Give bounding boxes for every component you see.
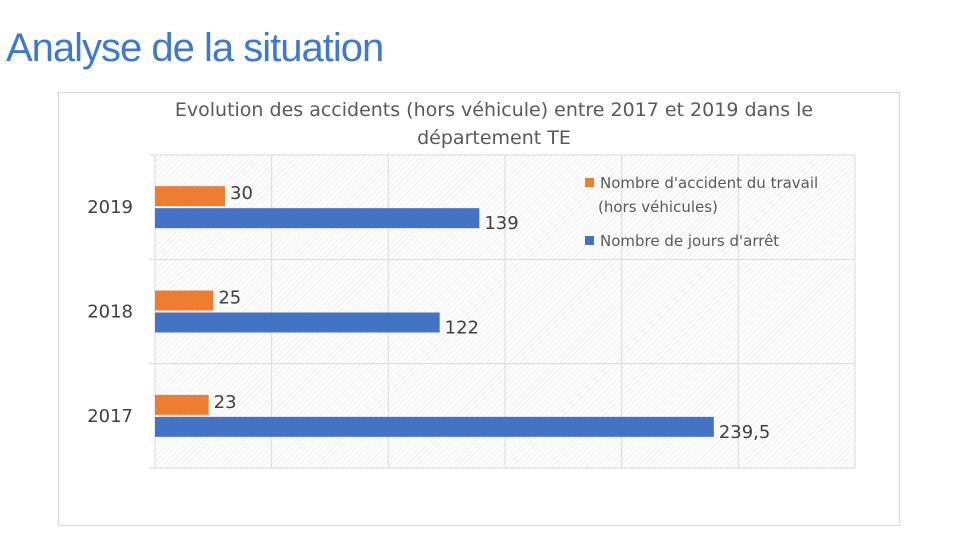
bar-jours-2019: [155, 208, 480, 229]
category-label-2019: 2019: [87, 197, 133, 218]
data-label-jours-2019: 139: [484, 213, 518, 234]
chart-title-line-2: département TE: [417, 127, 571, 149]
legend-swatch-jours: [585, 236, 594, 245]
slide-title: Analyse de la situation: [6, 26, 384, 70]
bar-jours-2017: [155, 416, 714, 437]
data-label-jours-2018: 122: [445, 318, 479, 339]
legend-label-accidents-line-1: Nombre d'accident du travail: [600, 174, 818, 192]
bar-accidents-2017: [155, 394, 209, 415]
data-label-jours-2017: 239,5: [719, 422, 771, 443]
data-label-accidents-2017: 23: [214, 392, 237, 413]
legend-label-jours-line-1: Nombre de jours d'arrêt: [600, 232, 779, 250]
legend-label-accidents-line-2: (hors véhicules): [598, 198, 718, 216]
data-label-accidents-2018: 25: [218, 288, 241, 309]
chart-title-line-1: Evolution des accidents (hors véhicule) …: [174, 99, 814, 121]
legend-swatch-accidents: [585, 178, 594, 187]
chart-title: Evolution des accidents (hors véhicule) …: [60, 96, 928, 152]
data-label-accidents-2019: 30: [230, 183, 253, 204]
bar-accidents-2019: [155, 186, 225, 207]
category-label-2018: 2018: [87, 302, 133, 323]
category-label-2017: 2017: [87, 406, 133, 427]
bar-accidents-2018: [155, 290, 214, 311]
bar-jours-2018: [155, 312, 440, 333]
